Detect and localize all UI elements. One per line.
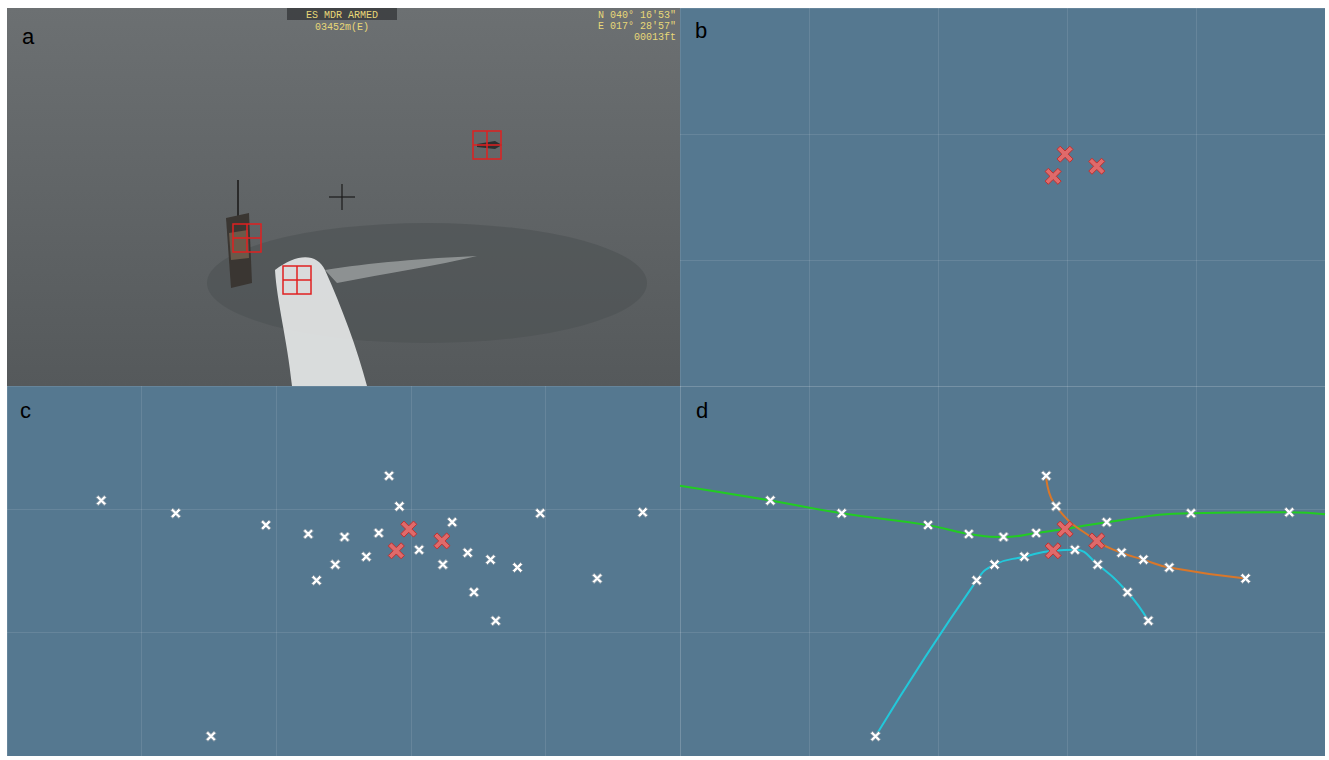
html-text:b: b xyxy=(695,18,708,43)
svg-text:N 040° 16'53": N 040° 16'53" xyxy=(598,10,676,21)
svg-text:03452m(E): 03452m(E) xyxy=(315,22,369,33)
html-text:a: a xyxy=(22,24,35,49)
svg-text:E 017° 28'57": E 017° 28'57" xyxy=(598,21,676,32)
svg-text:ES MDR ARMED: ES MDR ARMED xyxy=(306,10,378,21)
html-text:c: c xyxy=(20,398,31,423)
html-text:d: d xyxy=(696,398,709,423)
svg-text:00013ft: 00013ft xyxy=(634,32,676,43)
